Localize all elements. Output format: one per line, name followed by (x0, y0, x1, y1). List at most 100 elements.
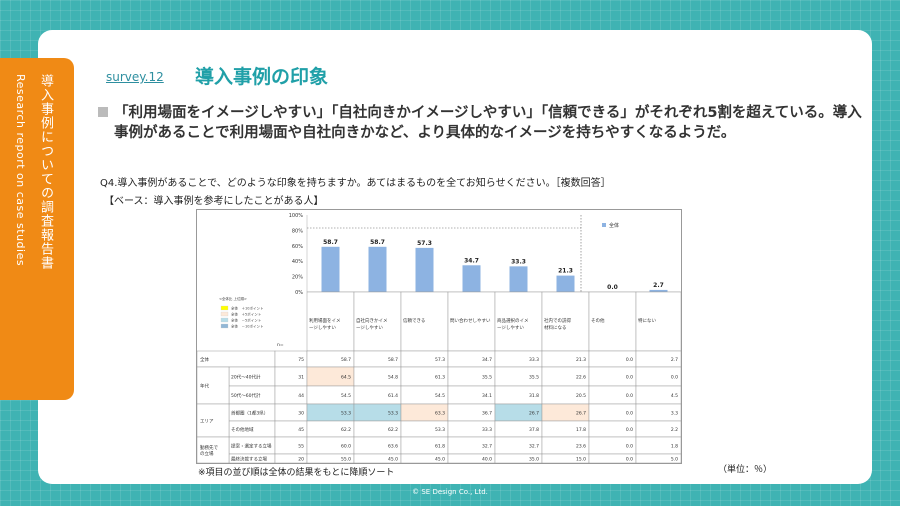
table-row-label: 20代～40代計 (231, 374, 261, 381)
table-cell-value: 5.0 (671, 457, 678, 463)
table-cell-value: 4.5 (671, 393, 678, 399)
table-cell-value: 53.3 (435, 427, 445, 433)
highlight-legend-swatch (220, 317, 229, 323)
square-bullet-icon (98, 107, 108, 117)
table-cell-value: 17.8 (576, 427, 586, 433)
bar (415, 247, 434, 292)
bar (556, 275, 575, 292)
table-cell-value: 1.8 (671, 444, 678, 450)
table-n-value: 75 (298, 357, 304, 363)
table-cell-value: 0.0 (626, 393, 633, 399)
table-cell-value: 33.3 (529, 357, 539, 363)
category-label: 信頼できる (403, 317, 425, 324)
table-cell-value: 32.7 (482, 444, 492, 450)
bar (321, 246, 340, 292)
table-cell-value: 22.6 (576, 375, 586, 381)
sort-note: ※項目の並び順は全体の結果をもとに降順ソート (198, 468, 395, 478)
base-text: 【ベース：導入事例を参考にしたことがある人】 (104, 196, 324, 207)
table-cell-value: 45.0 (388, 457, 398, 463)
summary-text: 「利用場面をイメージしやすい」「自社向きかイメージしやすい」「信頼できる」がそれ… (98, 103, 869, 143)
table-cell-value: 45.0 (435, 457, 445, 463)
survey-number-link[interactable]: survey.12 (106, 70, 164, 84)
table-n-value: 30 (298, 411, 304, 417)
table-cell-value: 26.7 (576, 411, 586, 417)
category-label: 特にない (638, 317, 656, 324)
y-tick-label: 80% (292, 228, 303, 234)
highlight-legend-label: 全体 ＋10ポイント (231, 306, 263, 311)
table-group-cell (197, 366, 230, 405)
table-cell-value: 64.5 (341, 375, 351, 381)
table-cell-value: 35.0 (529, 457, 539, 463)
table-cell-value: 35.5 (482, 375, 492, 381)
table-cell-value: 61.4 (388, 393, 398, 399)
table-n-value: 31 (298, 375, 304, 381)
table-cell-value: 0.0 (626, 357, 633, 363)
copyright: © SE Design Co., Ltd. (412, 488, 488, 496)
y-tick-label: 0% (295, 290, 303, 296)
bar-value-label: 33.3 (511, 258, 526, 265)
category-label: 社内での説得材料になる (544, 317, 571, 331)
table-cell-value: 58.7 (341, 357, 351, 363)
table-cell-value: 23.6 (576, 444, 586, 450)
table-cell-value: 63.6 (388, 444, 398, 450)
category-label: 利用場面をイメージしやすい (309, 317, 341, 331)
table-cell-value: 62.2 (341, 427, 351, 433)
table-cell-value: 0.0 (626, 411, 633, 417)
bar (649, 289, 668, 292)
highlight-legend-swatch (220, 311, 229, 317)
table-cell-value: 53.3 (388, 411, 398, 417)
table-cell-value: 34.7 (482, 357, 492, 363)
category-header-cell (541, 291, 590, 352)
bar-value-label: 0.0 (607, 284, 618, 291)
table-cell-value: 37.8 (529, 427, 539, 433)
table-cell-value: 32.7 (529, 444, 539, 450)
table-cell-value: 20.5 (576, 393, 586, 399)
side-tab: 導入事例についての調査報告書 Research report on case s… (0, 58, 74, 400)
table-cell-value: 0.0 (671, 375, 678, 381)
category-label: 商品選択のイメージしやすい (497, 317, 529, 331)
unit-label: （単位：％） (718, 465, 773, 475)
bar-value-label: 21.3 (558, 268, 573, 275)
y-tick-label: 100% (289, 213, 304, 219)
table-cell-value: 34.1 (482, 393, 492, 399)
table-row-label: 提案・選定する立場 (231, 443, 272, 450)
highlight-legend-label: 全体 －10ポイント (231, 324, 263, 329)
table-cell-value: 61.8 (435, 444, 445, 450)
table-cell-value: 62.2 (388, 427, 398, 433)
table-n-value: 45 (298, 427, 304, 433)
category-label: その他 (591, 317, 605, 324)
table-cell-value: 2.2 (671, 427, 678, 433)
table-cell-value: 0.0 (626, 457, 633, 463)
bar-value-label: 57.3 (417, 240, 432, 247)
table-row-label: 全体 (200, 356, 209, 363)
table-group-cell (197, 403, 230, 438)
chart-figure: 100% 80% 60% 40% 20% 0% 全体 58.7 58.7 57.3 34.7 33.3… (196, 209, 682, 464)
table-group-label: 年代 (200, 383, 209, 390)
highlight-legend-label: 全体 ＋5ポイント (231, 312, 261, 317)
highlight-legend-label: 全体 －5ポイント (231, 318, 261, 323)
highlight-legend-swatch (220, 305, 229, 311)
table-cell-value: 33.3 (482, 427, 492, 433)
legend-swatch (602, 223, 606, 227)
table-cell-value: 55.0 (341, 457, 351, 463)
table-row-label: 50代～60代計 (231, 392, 261, 399)
bar-chart-with-table: 100% 80% 60% 40% 20% 0% 全体 58.7 58.7 57.3 34.7 33.3… (197, 213, 681, 463)
table-cell-value: 2.7 (671, 357, 678, 363)
summary-body: 「利用場面をイメージしやすい」「自社向きかイメージしやすい」「信頼できる」がそれ… (114, 105, 862, 141)
bar (368, 246, 387, 292)
category-header-cell (588, 291, 637, 352)
table-group-label: エリア (200, 419, 214, 425)
table-cell-value: 63.3 (435, 411, 445, 417)
highlight-legend-title: <全体比 上位順> (219, 296, 247, 301)
bar-value-label: 58.7 (323, 239, 338, 246)
table-cell (635, 453, 681, 463)
table-cell-value: 40.0 (482, 457, 492, 463)
table-cell-value: 21.3 (576, 357, 586, 363)
table-cell-value: 3.3 (671, 411, 678, 417)
side-title-en: Research report on case studies (14, 74, 27, 267)
table-cell-value: 15.0 (576, 457, 586, 463)
y-tick-label: 60% (292, 244, 303, 250)
table-cell-value: 0.0 (626, 375, 633, 381)
table-cell-value: 36.7 (482, 411, 492, 417)
table-n-value: 20 (298, 457, 304, 463)
